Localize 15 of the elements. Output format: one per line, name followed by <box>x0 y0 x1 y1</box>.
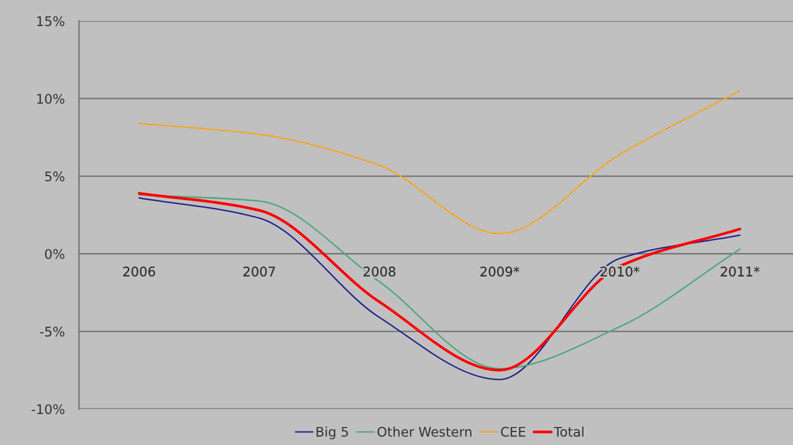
y-tick-label: 15% <box>37 16 64 26</box>
y-tick-label: -5% <box>40 326 64 337</box>
legend-label: Other Western <box>378 426 472 437</box>
legend-label: Total <box>554 426 584 437</box>
x-tick-label: 2006 <box>123 266 156 277</box>
y-tick-label: 0% <box>45 249 64 259</box>
legend-label: Big 5 <box>316 426 348 440</box>
legend-label: CEE <box>500 426 526 437</box>
y-tick-label: -10% <box>32 404 64 414</box>
x-tick-label: 2007 <box>243 266 275 277</box>
y-tick-label: 5% <box>45 171 64 182</box>
line-series <box>138 90 741 234</box>
x-tick-label: 2011* <box>720 266 760 277</box>
y-tick-label: 10% <box>37 94 64 104</box>
x-tick-label: 2009* <box>480 266 520 277</box>
